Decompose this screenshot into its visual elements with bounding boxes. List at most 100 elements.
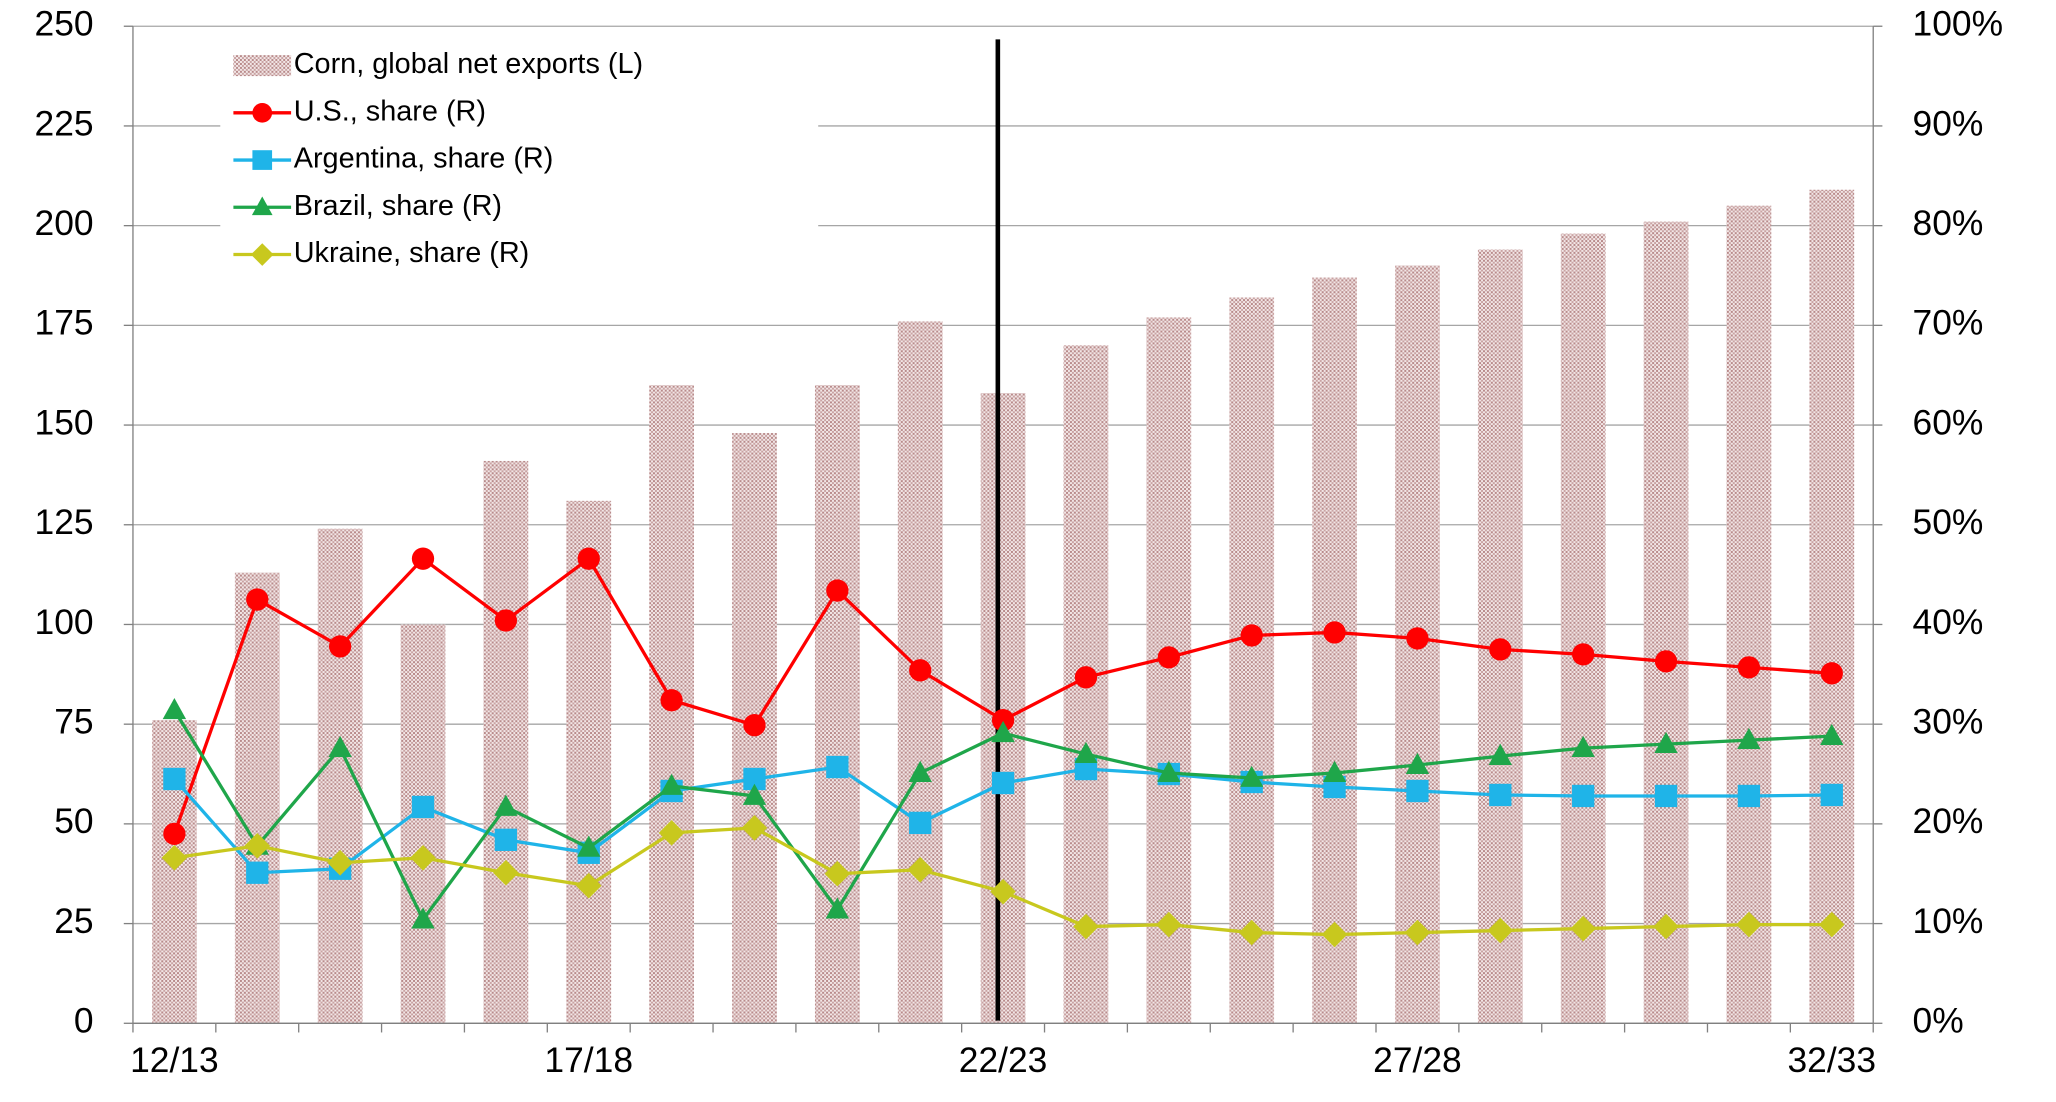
marker bbox=[1323, 621, 1346, 644]
marker bbox=[1157, 646, 1180, 669]
y2-tick-label: 50% bbox=[1913, 502, 1984, 542]
marker bbox=[658, 820, 685, 846]
marker bbox=[1570, 915, 1596, 942]
marker bbox=[251, 196, 273, 216]
marker bbox=[1487, 917, 1514, 944]
marker bbox=[909, 659, 932, 682]
marker bbox=[577, 547, 600, 570]
marker bbox=[1572, 784, 1595, 808]
marker bbox=[494, 609, 518, 632]
marker bbox=[411, 547, 435, 570]
marker bbox=[577, 835, 601, 857]
y2-tick-label: 70% bbox=[1913, 303, 1984, 343]
marker bbox=[907, 856, 934, 883]
marker bbox=[250, 243, 274, 266]
marker bbox=[743, 767, 766, 791]
marker bbox=[1654, 784, 1678, 808]
marker bbox=[1820, 723, 1844, 746]
marker bbox=[1654, 731, 1678, 754]
marker bbox=[826, 579, 849, 602]
marker bbox=[1239, 765, 1264, 787]
marker bbox=[1820, 662, 1843, 685]
marker bbox=[908, 760, 932, 782]
bar bbox=[483, 460, 529, 1024]
bar bbox=[1229, 297, 1275, 1024]
marker bbox=[1737, 656, 1761, 679]
marker bbox=[1654, 650, 1678, 673]
marker bbox=[162, 697, 187, 720]
y2-tick-label: 80% bbox=[1913, 203, 1984, 243]
marker bbox=[1572, 643, 1595, 666]
y2-tick-label: 0% bbox=[1913, 1001, 1964, 1041]
legend-label: Ukraine, share (R) bbox=[294, 237, 530, 269]
marker bbox=[1157, 760, 1181, 782]
bar bbox=[814, 385, 860, 1024]
marker bbox=[163, 767, 186, 791]
marker bbox=[1074, 757, 1098, 781]
x-tick-label: 32/33 bbox=[1787, 1040, 1876, 1080]
bar bbox=[152, 720, 197, 1024]
marker bbox=[328, 735, 352, 758]
marker bbox=[826, 755, 849, 779]
y-tick-label: 200 bbox=[35, 203, 94, 243]
marker bbox=[743, 714, 766, 737]
marker bbox=[327, 849, 353, 876]
legend-label: Brazil, share (R) bbox=[294, 190, 502, 222]
marker bbox=[411, 907, 435, 929]
bar bbox=[980, 393, 1026, 1024]
y-tick-label: 250 bbox=[35, 4, 94, 44]
marker bbox=[991, 720, 1015, 743]
marker bbox=[742, 783, 767, 805]
y2-tick-label: 90% bbox=[1913, 103, 1984, 143]
marker bbox=[163, 822, 186, 845]
bar bbox=[317, 528, 363, 1024]
bar bbox=[1477, 249, 1523, 1024]
y-tick-label: 75 bbox=[54, 702, 93, 742]
marker bbox=[1489, 638, 1512, 661]
marker bbox=[1240, 624, 1263, 647]
marker bbox=[660, 689, 683, 712]
marker bbox=[991, 709, 1015, 732]
y2-tick-label: 40% bbox=[1913, 602, 1984, 642]
bar bbox=[1726, 205, 1772, 1024]
marker bbox=[252, 102, 273, 123]
marker bbox=[1818, 911, 1845, 938]
marker bbox=[1737, 784, 1761, 808]
y-tick-label: 50 bbox=[54, 801, 93, 841]
bar bbox=[1312, 277, 1357, 1024]
y-tick-label: 225 bbox=[35, 103, 94, 143]
marker bbox=[328, 635, 352, 658]
marker bbox=[494, 794, 518, 816]
bar bbox=[1809, 189, 1855, 1024]
y-tick-label: 175 bbox=[35, 303, 94, 343]
marker bbox=[991, 771, 1015, 795]
x-tick-label: 22/23 bbox=[959, 1040, 1048, 1080]
bar bbox=[1560, 233, 1606, 1024]
x-tick-label: 17/18 bbox=[544, 1040, 633, 1080]
marker bbox=[1074, 741, 1098, 764]
y2-tick-label: 30% bbox=[1913, 702, 1984, 742]
bar bbox=[234, 572, 280, 1024]
marker bbox=[161, 844, 188, 871]
y2-tick-label: 100% bbox=[1913, 4, 2004, 44]
marker bbox=[246, 588, 269, 611]
y-tick-label: 100 bbox=[35, 602, 94, 642]
y-tick-label: 125 bbox=[35, 502, 94, 542]
y2-tick-label: 10% bbox=[1913, 901, 1984, 941]
x-tick-label: 12/13 bbox=[130, 1040, 219, 1080]
marker bbox=[1074, 666, 1098, 689]
marker bbox=[990, 878, 1016, 905]
legend-box bbox=[220, 39, 819, 284]
y2-tick-label: 20% bbox=[1913, 801, 1984, 841]
marker bbox=[493, 859, 519, 886]
y-tick-label: 25 bbox=[54, 901, 93, 941]
legend-label: U.S., share (R) bbox=[294, 95, 486, 127]
legend: Corn, global net exports (L) U.S., share … bbox=[220, 39, 819, 284]
marker bbox=[1406, 627, 1429, 650]
marker bbox=[411, 795, 435, 819]
marker bbox=[1404, 919, 1431, 946]
bar bbox=[400, 624, 446, 1024]
marker bbox=[825, 897, 850, 919]
marker bbox=[659, 773, 684, 795]
